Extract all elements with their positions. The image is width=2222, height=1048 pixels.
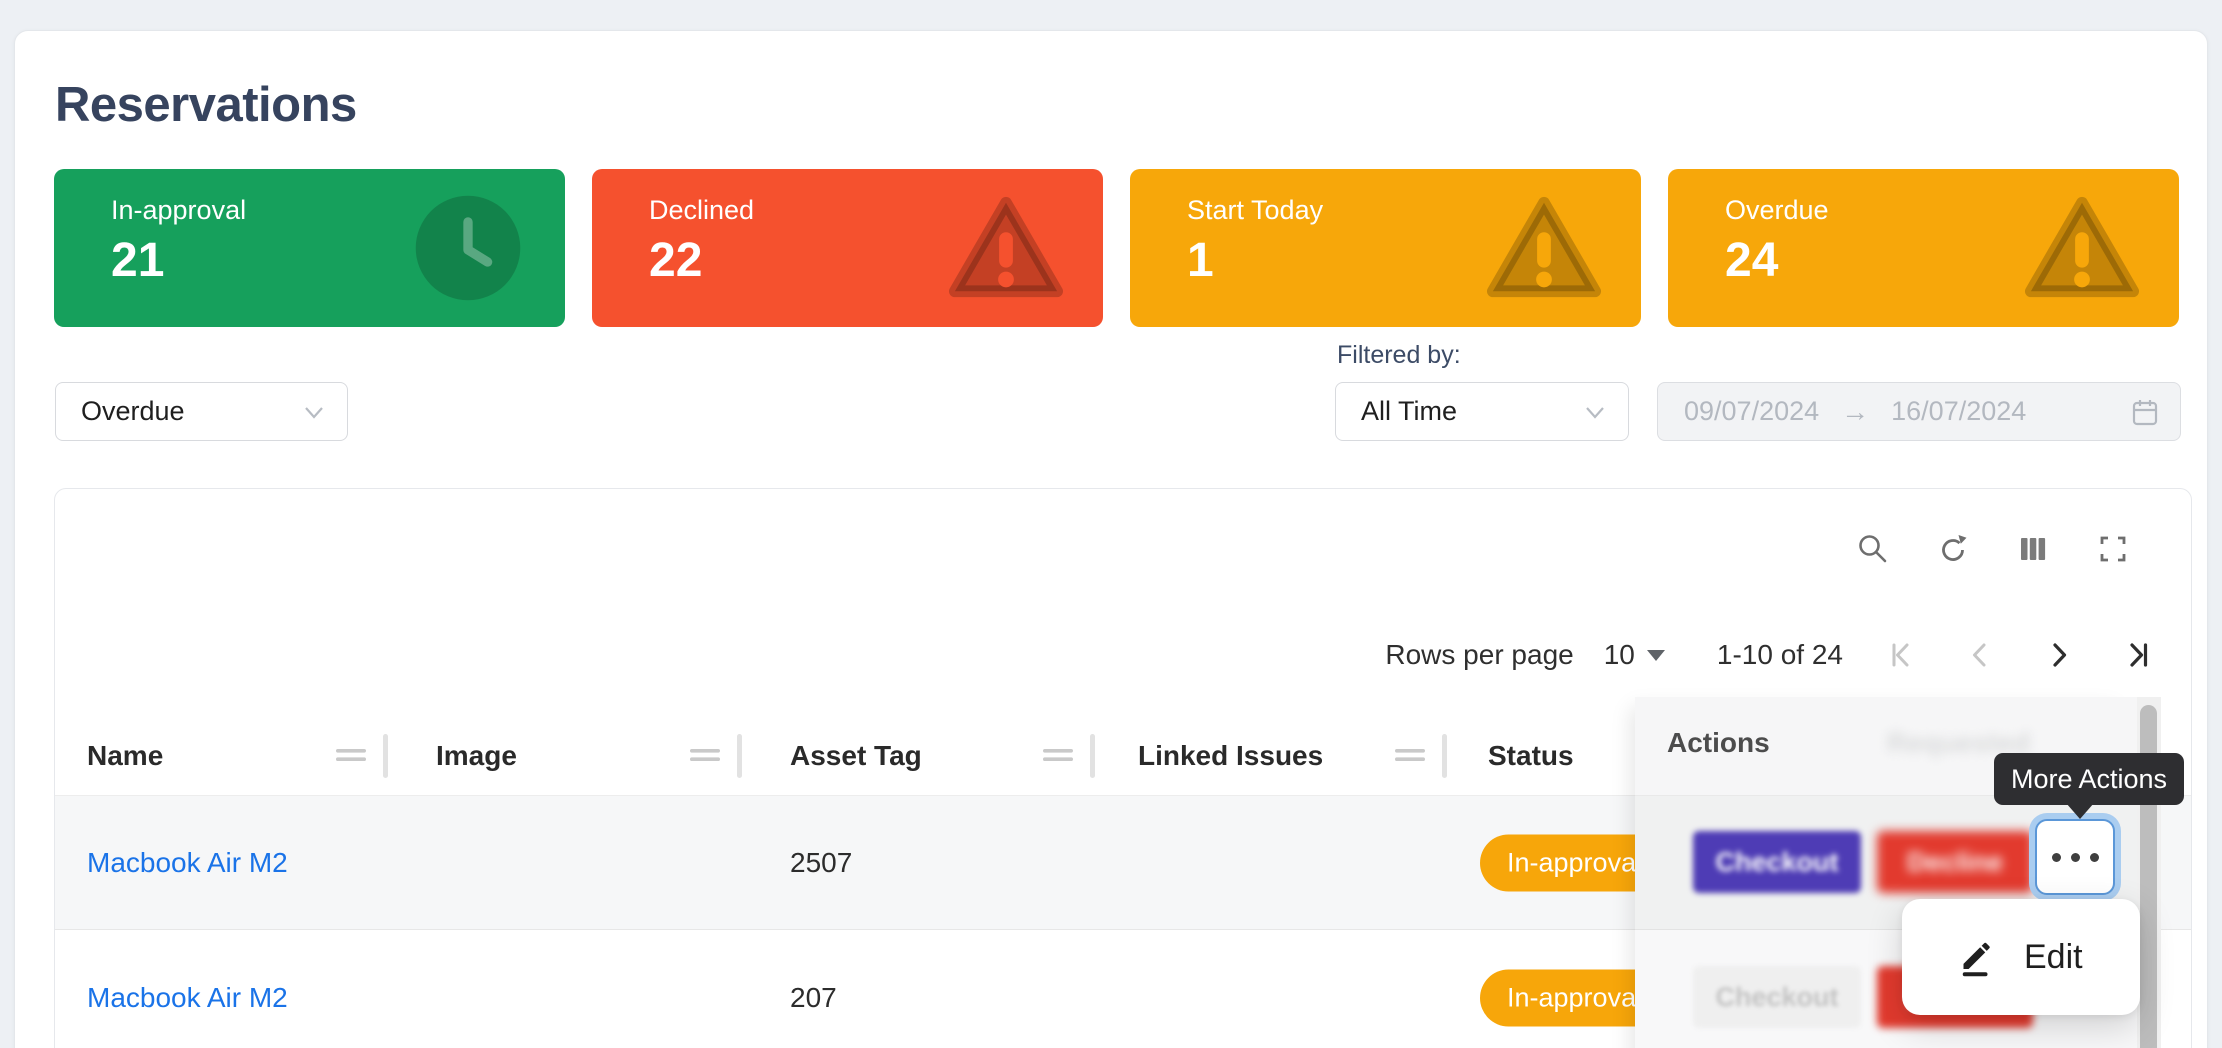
column-menu-icon[interactable]: [1043, 749, 1073, 763]
stat-label: Start Today: [1187, 195, 1324, 225]
arrow-right-icon: →: [1841, 395, 1870, 427]
last-page-button[interactable]: [2117, 635, 2157, 675]
checkout-button-disabled[interactable]: Checkout: [1693, 966, 1861, 1028]
edit-menu-label: Edit: [2024, 937, 2083, 976]
status-badge: In-approval: [1480, 834, 1636, 891]
calendar-icon: [2132, 399, 2158, 425]
pagination-bar: Rows per page 10 1-10 of 24: [1385, 635, 2157, 675]
caret-down-icon: [1646, 649, 1665, 661]
column-menu-icon[interactable]: [690, 749, 720, 763]
rows-per-page-select[interactable]: 10: [1604, 639, 1665, 671]
asset-name-link[interactable]: Macbook Air M2: [87, 981, 288, 1013]
table-toolbar: [1853, 529, 2133, 569]
stat-value: 21: [111, 234, 165, 287]
decline-button[interactable]: Decline: [1877, 831, 2033, 893]
column-header-name[interactable]: Name: [87, 740, 164, 771]
requested-column-label: Requested: [1887, 727, 2031, 758]
stat-label: Overdue: [1725, 195, 1829, 225]
checkout-button[interactable]: Checkout: [1693, 831, 1861, 893]
fullscreen-icon[interactable]: [2093, 529, 2133, 569]
stat-value: 1: [1187, 234, 1214, 287]
more-actions-tooltip: More Actions: [1994, 753, 2184, 805]
search-icon[interactable]: [1853, 529, 1893, 569]
status-filter-select[interactable]: Overdue: [55, 382, 348, 441]
column-header-linked-issues[interactable]: Linked Issues: [1138, 740, 1324, 771]
main-panel: Reservations In-approval 21 Declined 22 …: [14, 30, 2208, 1048]
reservations-table: Rows per page 10 1-10 of 24: [54, 488, 2192, 1048]
clock-icon: [415, 195, 521, 301]
page-title: Reservations: [55, 78, 357, 132]
column-resize-handle[interactable]: [737, 734, 742, 778]
first-page-button[interactable]: [1883, 635, 1923, 675]
column-menu-icon[interactable]: [1395, 749, 1425, 763]
rows-per-page-label: Rows per page: [1385, 639, 1574, 670]
asset-name-link[interactable]: Macbook Air M2: [87, 846, 288, 878]
status-cell: In-approval: [1480, 969, 1636, 1026]
columns-icon[interactable]: [2013, 529, 2053, 569]
context-menu-edit-item[interactable]: Edit: [1902, 899, 2140, 1015]
column-header-status[interactable]: Status: [1488, 740, 1574, 771]
column-resize-handle[interactable]: [1090, 734, 1095, 778]
stat-card-overdue[interactable]: Overdue 24: [1668, 169, 2179, 327]
time-filter-value: All Time: [1361, 396, 1458, 426]
date-from: 09/07/2024: [1684, 396, 1820, 426]
actions-column-label: Actions: [1667, 727, 1770, 758]
stat-card-in-approval[interactable]: In-approval 21: [54, 169, 565, 327]
more-horizontal-icon: [2089, 852, 2099, 862]
stat-value: 24: [1725, 234, 1779, 287]
rows-per-page-value: 10: [1603, 639, 1635, 670]
next-page-button[interactable]: [2039, 635, 2079, 675]
tooltip-caret: [2066, 803, 2094, 819]
stat-label: Declined: [649, 195, 755, 225]
column-header-asset-tag[interactable]: Asset Tag: [790, 740, 922, 771]
status-cell: In-approval: [1480, 834, 1636, 891]
warning-triangle-icon: [1486, 196, 1602, 298]
stat-cards: In-approval 21 Declined 22 Start Today 1: [54, 169, 2179, 327]
more-actions-button[interactable]: [2035, 819, 2115, 895]
column-resize-handle[interactable]: [383, 734, 388, 778]
stat-label: In-approval: [111, 195, 247, 225]
filtered-by-label: Filtered by:: [1337, 341, 1461, 369]
pagination-range: 1-10 of 24: [1716, 639, 1843, 670]
stat-card-declined[interactable]: Declined 22: [592, 169, 1103, 327]
more-horizontal-icon: [2051, 852, 2061, 862]
previous-page-button[interactable]: [1961, 635, 2001, 675]
stat-card-start-today[interactable]: Start Today 1: [1130, 169, 1641, 327]
column-header-image[interactable]: Image: [436, 740, 517, 771]
column-resize-handle[interactable]: [1442, 734, 1447, 778]
status-filter-value: Overdue: [81, 396, 185, 426]
warning-triangle-icon: [2024, 196, 2140, 298]
asset-tag-value: 2507: [790, 846, 853, 878]
date-range-input[interactable]: 09/07/2024 → 16/07/2024: [1657, 382, 2181, 441]
asset-tag-value: 207: [790, 981, 837, 1013]
stat-value: 22: [649, 234, 703, 287]
pencil-icon: [1962, 942, 1990, 977]
date-to: 16/07/2024: [1891, 396, 2027, 426]
more-horizontal-icon: [2070, 852, 2080, 862]
status-badge: In-approval: [1480, 969, 1636, 1026]
chevron-down-icon: [1586, 406, 1604, 419]
warning-triangle-icon: [948, 196, 1064, 298]
time-filter-select[interactable]: All Time: [1335, 382, 1629, 441]
column-menu-icon[interactable]: [336, 749, 366, 763]
refresh-icon[interactable]: [1933, 529, 1973, 569]
chevron-down-icon: [305, 406, 323, 419]
pagination-nav: [1883, 635, 2157, 675]
